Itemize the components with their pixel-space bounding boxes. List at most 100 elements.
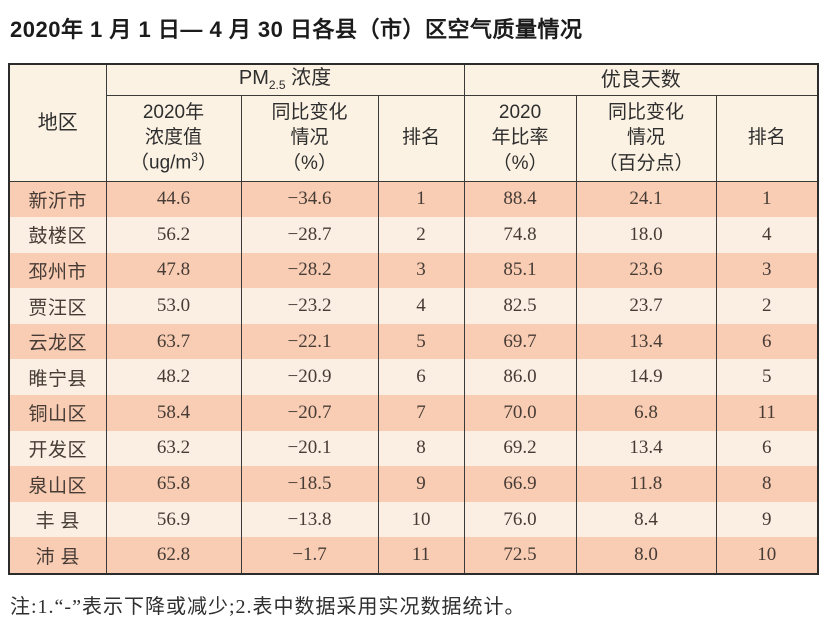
table-row: 开发区 63.2 −20.1 8 69.2 13.4 6 xyxy=(8,430,819,467)
table-row: 鼓楼区 56.2 −28.7 2 74.8 18.0 4 xyxy=(8,217,819,253)
pm-value-unit-post: ） xyxy=(197,152,217,174)
cell-good-rank: 4 xyxy=(715,217,819,253)
footnote: 注:1.“-”表示下降或减少;2.表中数据采用实况数据统计。 xyxy=(10,596,526,619)
cell-region: 睢宁县 xyxy=(8,359,107,396)
cell-pm-rank: 11 xyxy=(377,537,465,575)
cell-region: 云龙区 xyxy=(8,323,107,360)
cell-good-change: 24.1 xyxy=(575,181,717,218)
cell-pm-value: 62.8 xyxy=(105,537,242,575)
cell-pm-rank: 9 xyxy=(377,466,465,502)
cell-good-ratio: 85.1 xyxy=(463,252,577,289)
cell-region: 鼓楼区 xyxy=(8,217,107,253)
cell-pm-change: −34.6 xyxy=(240,181,379,218)
cell-region: 丰 县 xyxy=(8,501,107,538)
cell-good-change: 13.4 xyxy=(575,430,717,467)
cell-pm-change: −20.7 xyxy=(240,395,379,431)
cell-good-change: 13.4 xyxy=(575,323,717,360)
page-title: 2020年 1 月 1 日— 4 月 30 日各县（市）区空气质量情况 xyxy=(10,17,583,42)
cell-pm-rank: 8 xyxy=(377,430,465,467)
cell-pm-rank: 7 xyxy=(377,395,465,431)
cell-good-rank: 2 xyxy=(715,288,819,324)
cell-pm-change: −22.1 xyxy=(240,323,379,360)
cell-good-rank: 1 xyxy=(715,181,819,218)
cell-good-ratio: 88.4 xyxy=(463,181,577,218)
cell-good-ratio: 76.0 xyxy=(463,501,577,538)
cell-pm-change: −20.9 xyxy=(240,359,379,396)
table-row: 泉山区 65.8 −18.5 9 66.9 11.8 8 xyxy=(8,466,819,502)
cell-good-rank: 5 xyxy=(715,359,819,396)
cell-good-ratio: 69.7 xyxy=(463,323,577,360)
cell-good-rank: 3 xyxy=(715,252,819,289)
table-header: 地区 PM2.5 浓度 优良天数 2020年 浓度值 （ug/m3） 同比变化 … xyxy=(8,64,819,182)
table-row: 邳州市 47.8 −28.2 3 85.1 23.6 3 xyxy=(8,252,819,289)
pm25-label-suffix: 浓度 xyxy=(285,67,332,90)
cell-good-ratio: 82.5 xyxy=(463,288,577,324)
good-days-group-header: 优良天数 xyxy=(463,64,819,96)
cell-good-change: 8.4 xyxy=(575,501,717,538)
pm-value-unit-sup: 3 xyxy=(191,150,198,165)
cell-good-rank: 6 xyxy=(715,323,819,360)
region-label: 地区 xyxy=(37,111,78,134)
cell-pm-change: −13.8 xyxy=(240,501,379,538)
cell-good-rank: 6 xyxy=(715,430,819,467)
cell-pm-value: 56.9 xyxy=(105,501,242,538)
cell-good-rank: 10 xyxy=(715,537,819,575)
cell-region: 开发区 xyxy=(8,430,107,467)
cell-pm-change: −23.2 xyxy=(240,288,379,324)
table-row: 贾汪区 53.0 −23.2 4 82.5 23.7 2 xyxy=(8,288,819,324)
cell-good-change: 6.8 xyxy=(575,395,717,431)
cell-pm-change: −1.7 xyxy=(240,537,379,575)
table-row: 铜山区 58.4 −20.7 7 70.0 6.8 11 xyxy=(8,395,819,431)
table-row: 云龙区 63.7 −22.1 5 69.7 13.4 6 xyxy=(8,323,819,360)
pm25-group-header: PM2.5 浓度 xyxy=(105,64,465,96)
cell-good-ratio: 72.5 xyxy=(463,537,577,575)
header-group-row: 地区 PM2.5 浓度 优良天数 xyxy=(8,64,819,182)
column-header-pm-change: 同比变化 情况 （%） xyxy=(240,95,379,182)
cell-pm-value: 65.8 xyxy=(105,466,242,502)
column-header-region: 地区 xyxy=(8,64,107,182)
cell-pm-value: 44.6 xyxy=(105,181,242,218)
cell-region: 邳州市 xyxy=(8,252,107,289)
cell-good-change: 23.7 xyxy=(575,288,717,324)
column-header-good-change: 同比变化 情况 （百分点） xyxy=(575,95,717,182)
cell-pm-value: 48.2 xyxy=(105,359,242,396)
pm-value-unit-pre: （ug/m xyxy=(130,152,192,174)
cell-pm-rank: 1 xyxy=(377,181,465,218)
cell-region: 泉山区 xyxy=(8,466,107,502)
cell-region: 沛 县 xyxy=(8,537,107,575)
cell-good-rank: 8 xyxy=(715,466,819,502)
cell-pm-change: −20.1 xyxy=(240,430,379,467)
cell-good-rank: 9 xyxy=(715,501,819,538)
pm25-label-prefix: PM xyxy=(238,67,269,90)
table-body: 新沂市 44.6 −34.6 1 88.4 24.1 1 鼓楼区 56.2 −2… xyxy=(8,181,819,575)
cell-pm-value: 63.7 xyxy=(105,323,242,360)
column-header-pm-rank: 排名 xyxy=(377,95,465,182)
cell-good-change: 14.9 xyxy=(575,359,717,396)
column-header-good-ratio: 2020 年比率 （%） xyxy=(463,95,577,182)
cell-pm-rank: 5 xyxy=(377,323,465,360)
cell-pm-rank: 4 xyxy=(377,288,465,324)
cell-pm-value: 58.4 xyxy=(105,395,242,431)
table-row: 睢宁县 48.2 −20.9 6 86.0 14.9 5 xyxy=(8,359,819,396)
cell-good-ratio: 74.8 xyxy=(463,217,577,253)
cell-good-ratio: 86.0 xyxy=(463,359,577,396)
cell-good-change: 11.8 xyxy=(575,466,717,502)
cell-good-ratio: 69.2 xyxy=(463,430,577,467)
air-quality-table: 地区 PM2.5 浓度 优良天数 2020年 浓度值 （ug/m3） 同比变化 … xyxy=(8,63,820,576)
cell-pm-change: −28.2 xyxy=(240,252,379,289)
cell-pm-rank: 10 xyxy=(377,501,465,538)
cell-pm-rank: 3 xyxy=(377,252,465,289)
cell-good-ratio: 70.0 xyxy=(463,395,577,431)
cell-pm-rank: 2 xyxy=(377,217,465,253)
cell-pm-rank: 6 xyxy=(377,359,465,396)
cell-region: 铜山区 xyxy=(8,395,107,431)
cell-good-change: 23.6 xyxy=(575,252,717,289)
table-row: 新沂市 44.6 −34.6 1 88.4 24.1 1 xyxy=(8,181,819,218)
table-row: 丰 县 56.9 −13.8 10 76.0 8.4 9 xyxy=(8,501,819,538)
cell-good-rank: 11 xyxy=(715,395,819,431)
cell-pm-change: −18.5 xyxy=(240,466,379,502)
pm-value-lines: 2020年 浓度值 xyxy=(142,102,205,149)
table-row: 沛 县 62.8 −1.7 11 72.5 8.0 10 xyxy=(8,537,819,575)
cell-pm-value: 53.0 xyxy=(105,288,242,324)
